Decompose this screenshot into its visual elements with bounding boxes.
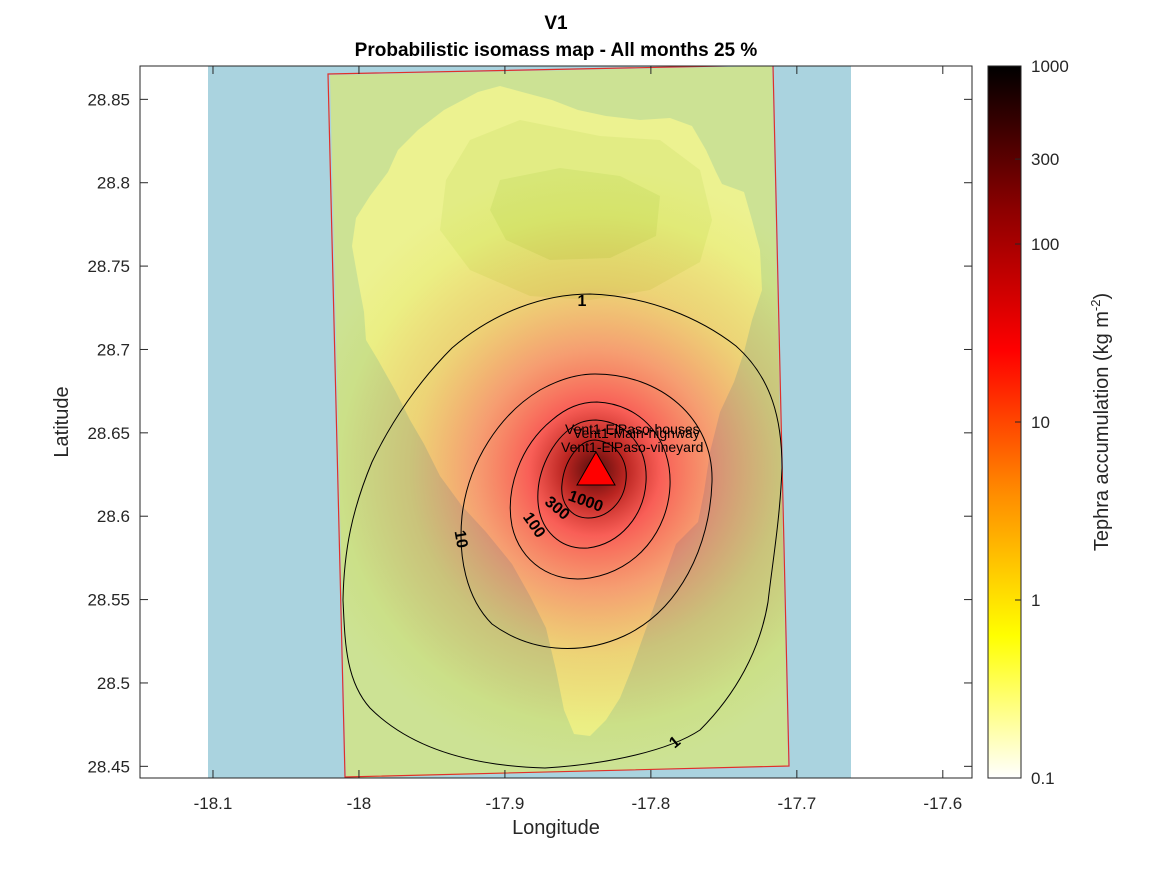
colorbar-tick-label: 10 (1031, 413, 1050, 432)
axes-frame (139, 65, 973, 779)
x-tick-label: -17.9 (486, 794, 525, 813)
site-label-main-highway: Vent1-Main-highway (573, 425, 700, 441)
x-tick-label: -17.6 (923, 794, 962, 813)
colorbar-ticks: 0.1 1 10 100 300 1000 (1015, 57, 1069, 788)
colorbar-label: Tephra accumulation (kg m-2) (1088, 293, 1113, 551)
vent-marker (576, 450, 616, 486)
colorbar-tick-label: 100 (1031, 235, 1059, 254)
contour-10 (460, 373, 713, 649)
domain-outline (327, 66, 790, 778)
y-tick-label: 28.85 (87, 90, 130, 109)
colorbar-tick-label: 300 (1031, 150, 1059, 169)
contour-label-1-north: 1 (578, 293, 587, 310)
y-tick-label: 28.6 (97, 507, 130, 526)
contour-label-10: 10 (451, 529, 471, 550)
colorbar-tick-label: 1 (1031, 591, 1040, 610)
x-tick-label: -18 (347, 794, 372, 813)
y-tick-label: 28.7 (97, 340, 130, 359)
figure-title: V1 (544, 13, 568, 34)
y-tick-label: 28.8 (97, 174, 130, 193)
contour-100 (509, 401, 671, 580)
y-tick-label: 28.55 (87, 591, 130, 610)
colorbar-tick-label: 0.1 (1031, 769, 1055, 788)
y-tick-label: 28.75 (87, 257, 130, 276)
figure-subtitle: Probabilistic isomass map - All months 2… (355, 40, 758, 61)
y-axis-ticks: 28.45 28.5 28.55 28.6 28.65 28.7 28.75 28.8 28.8… (87, 90, 972, 776)
colorbar-label-text: Tephra accumulation (kg m (1091, 311, 1113, 551)
site-label-elpaso-houses: Vent1-ElPaso-houses (565, 421, 700, 437)
x-tick-label: -17.8 (632, 794, 671, 813)
y-tick-label: 28.45 (87, 757, 130, 776)
y-axis-label: Latitude (51, 386, 73, 457)
contour-300 (537, 419, 647, 549)
tephra-overlay (330, 66, 788, 778)
colorbar-label-close: ) (1091, 293, 1113, 300)
contour-1000 (561, 439, 627, 519)
isomass-contours (342, 293, 783, 769)
map-layer (208, 66, 851, 778)
colorbar-tick-label: 1000 (1031, 57, 1069, 76)
x-axis-label: Longitude (512, 817, 600, 839)
x-axis-ticks: -18.1 -18 -17.9 -17.8 -17.7 -17.6 (194, 66, 962, 813)
site-labels: Vent1-ElPaso-houses Vent1-Main-highway V… (561, 421, 703, 455)
y-tick-label: 28.65 (87, 424, 130, 443)
site-label-elpaso-vineyard: Vent1-ElPaso-vineyard (561, 439, 703, 455)
colorbar-label-exponent: -2 (1088, 300, 1103, 312)
contour-1 (342, 293, 783, 769)
y-tick-label: 28.5 (97, 674, 130, 693)
x-tick-label: -17.7 (777, 794, 816, 813)
x-tick-label: -18.1 (194, 794, 233, 813)
